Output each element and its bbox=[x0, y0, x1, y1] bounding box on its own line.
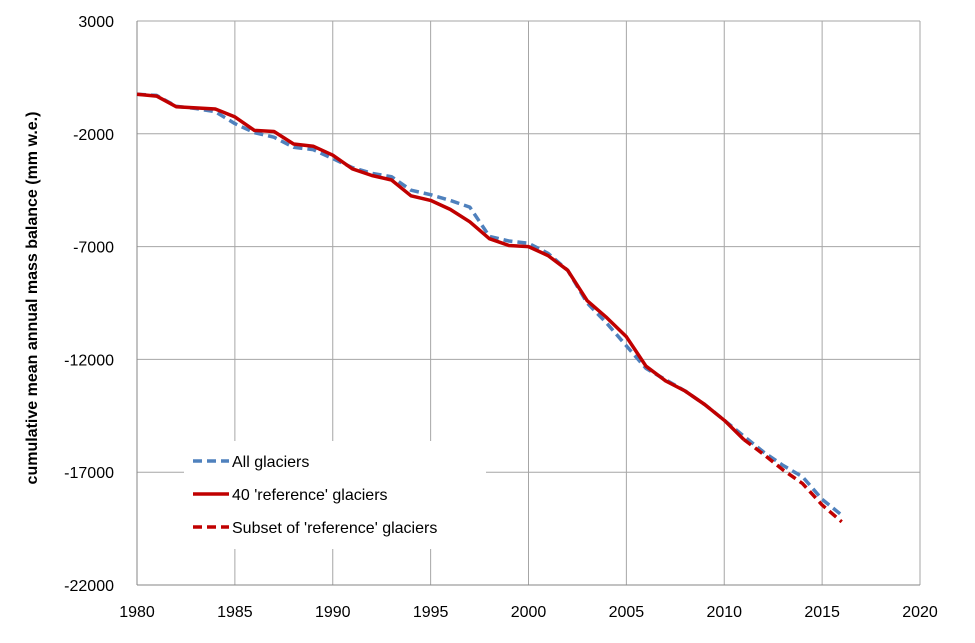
series-line-1 bbox=[136, 92, 746, 441]
gridlines bbox=[136, 20, 921, 586]
y-tick-label: -12000 bbox=[64, 352, 114, 369]
y-tick-label: -2000 bbox=[73, 127, 114, 144]
x-tick-label: 2015 bbox=[804, 604, 840, 621]
legend-label-0: All glaciers bbox=[232, 454, 309, 471]
legend-box bbox=[184, 441, 486, 549]
x-tick-label: 2010 bbox=[706, 604, 742, 621]
y-tick-label: -7000 bbox=[73, 240, 114, 257]
y-tick-label: -17000 bbox=[64, 465, 114, 482]
x-tick-label: 1985 bbox=[217, 604, 253, 621]
x-tick-label: 2020 bbox=[902, 604, 938, 621]
series-line-2 bbox=[742, 438, 843, 524]
legend-label-2: Subset of 'reference' glaciers bbox=[232, 520, 437, 537]
legend: All glaciers 40 'reference' glaciers Subse… bbox=[184, 441, 486, 549]
x-tick-label: 1990 bbox=[315, 604, 351, 621]
x-tick-label: 1980 bbox=[119, 604, 155, 621]
y-axis-label: cumulative mean annual mass balance (mm … bbox=[24, 112, 41, 485]
y-tick-label: 3000 bbox=[78, 14, 114, 31]
x-tick-label: 2005 bbox=[609, 604, 645, 621]
y-axis-ticks: 3000 -2000 -7000 -12000 -17000 -22000 bbox=[64, 14, 114, 595]
x-tick-label: 2000 bbox=[511, 604, 547, 621]
y-tick-label: -22000 bbox=[64, 578, 114, 595]
series bbox=[136, 92, 843, 524]
legend-label-1: 40 'reference' glaciers bbox=[232, 487, 388, 504]
x-tick-label: 1995 bbox=[413, 604, 449, 621]
x-axis-ticks: 1980 1985 1990 1995 2000 2005 2010 2015 2020 bbox=[119, 604, 938, 621]
